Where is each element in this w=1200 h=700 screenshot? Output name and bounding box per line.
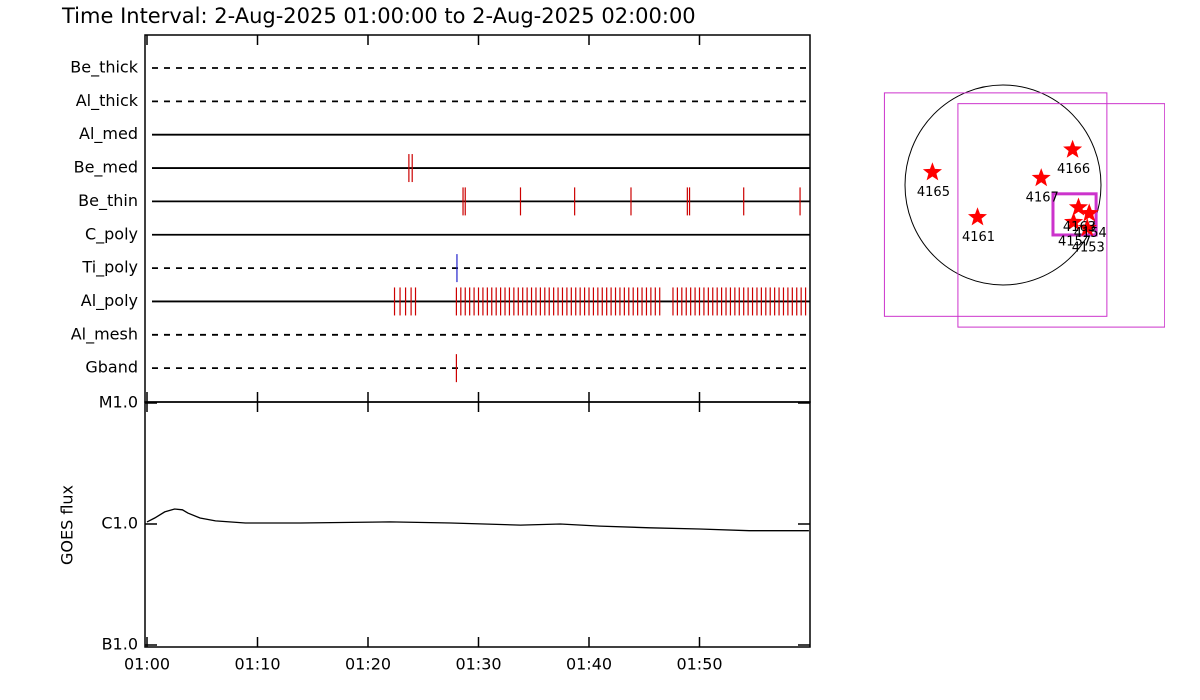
x-tick-label: 01:00 xyxy=(124,655,170,674)
region-label: 4167 xyxy=(1026,191,1059,206)
region-label: 4153 xyxy=(1072,241,1105,256)
fov-box xyxy=(883,92,1108,317)
region-star xyxy=(1031,168,1051,187)
region-star xyxy=(1063,139,1083,158)
x-tick-label: 01:40 xyxy=(566,655,612,674)
region-label: 4165 xyxy=(917,185,950,200)
region-label: 4157 xyxy=(1058,235,1091,250)
row-label: Al_thick xyxy=(76,91,139,111)
x-tick-label: 01:30 xyxy=(455,655,501,674)
region-label: 4163 xyxy=(1063,220,1096,235)
region-label: 4166 xyxy=(1057,162,1090,177)
region-star xyxy=(1079,203,1099,222)
row-label: Be_med xyxy=(74,158,138,178)
x-tick-label: 01:50 xyxy=(676,655,722,674)
y-axis-label: GOES flux xyxy=(58,485,77,565)
region-star xyxy=(922,162,942,181)
row-label: Al_med xyxy=(79,124,138,144)
chart-title: Time Interval: 2-Aug-2025 01:00:00 to 2-… xyxy=(61,4,696,28)
row-label: C_poly xyxy=(85,224,138,244)
row-label: Gband xyxy=(85,358,138,377)
solar-disk xyxy=(904,84,1102,286)
goes-line xyxy=(146,508,809,532)
row-label: Al_poly xyxy=(81,291,138,311)
region-star xyxy=(1064,212,1084,231)
row-label: Al_mesh xyxy=(71,324,138,344)
row-label: Be_thick xyxy=(70,58,138,78)
fov-box xyxy=(957,103,1165,328)
row-label: Be_thin xyxy=(78,191,138,211)
row-label: Ti_poly xyxy=(81,258,138,278)
region-star xyxy=(968,207,987,226)
y-tick-label: B1.0 xyxy=(102,635,138,654)
region-label: 4161 xyxy=(962,230,995,245)
y-tick-label: C1.0 xyxy=(101,514,138,533)
region-star xyxy=(1077,218,1097,237)
region-label: 4154 xyxy=(1074,226,1107,241)
x-tick-label: 01:20 xyxy=(345,655,391,674)
y-tick-label: M1.0 xyxy=(99,393,138,412)
region-star xyxy=(1068,197,1088,216)
fov-box xyxy=(1051,192,1098,237)
x-tick-label: 01:10 xyxy=(234,655,280,674)
